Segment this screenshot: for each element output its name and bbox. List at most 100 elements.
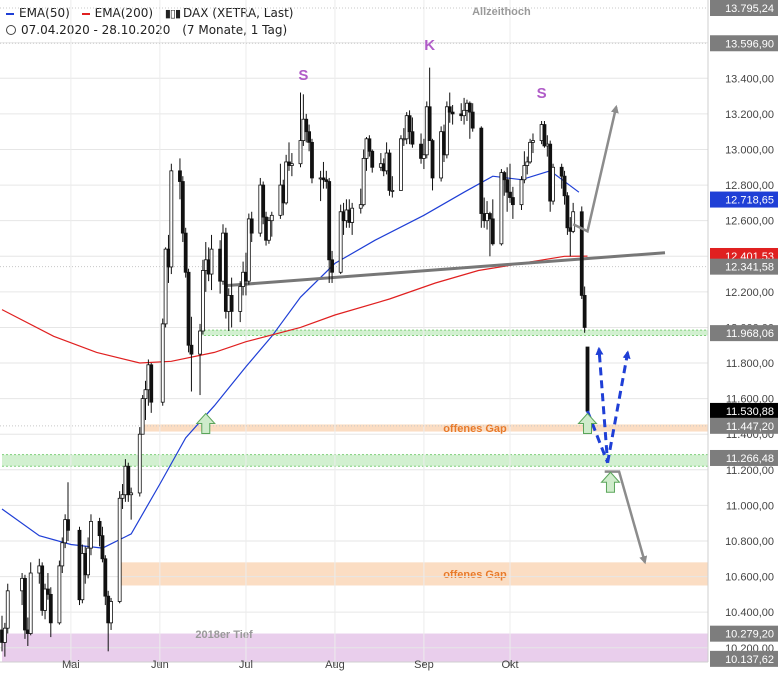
forecast-arrow-0 <box>572 104 619 234</box>
candle-body-44 <box>189 344 194 355</box>
legend-range-label: 07.04.2020 - 28.10.2020 <box>21 23 171 37</box>
candle-body-139 <box>571 211 576 232</box>
zone-gap-0 <box>142 424 709 432</box>
candle-body-29 <box>126 465 131 496</box>
forecast-arrow-3 <box>604 470 648 565</box>
candle-body-33 <box>143 389 148 400</box>
pattern-label-2: K <box>424 37 435 54</box>
x-tick-label-0: Mai <box>62 659 80 671</box>
price-marker-label-8: 11.266,48 <box>726 453 774 465</box>
forecast-arrow-2 <box>606 350 631 463</box>
x-tick-label-4: Sep <box>414 659 434 671</box>
x-tick-label-5: Okt <box>501 659 518 671</box>
candle-body-108 <box>447 106 452 113</box>
legend-instrument: ▮▯▮ DAX (XETRA, Last) <box>165 6 294 20</box>
candle-body-103 <box>427 106 432 141</box>
candle-body-84 <box>350 207 355 223</box>
candle-body-141 <box>582 295 587 328</box>
price-marker-bg-4 <box>710 258 778 275</box>
candle-body-67 <box>284 161 289 204</box>
price-marker-bg-5 <box>710 325 778 342</box>
candle-body-128 <box>528 141 533 163</box>
x-axis: Mai Jun Jul Aug Sep Okt <box>0 659 708 671</box>
candle-body-140 <box>579 211 584 296</box>
candle-body-98 <box>407 115 412 133</box>
neckline <box>225 251 666 288</box>
candle-body-69 <box>289 163 294 166</box>
candle-body-52 <box>223 232 228 312</box>
price-marker-label-2: 12.718,65 <box>725 195 774 207</box>
x-tick-label-3: Aug <box>325 659 345 671</box>
candle-body-111 <box>462 109 466 117</box>
price-marker-label-4: 12.341,58 <box>725 262 774 274</box>
candle-body-31 <box>137 433 142 494</box>
candle-body-58 <box>246 218 251 282</box>
y-tick-label-1: 10.400,00 <box>725 607 774 619</box>
candle-body-64 <box>269 214 274 222</box>
y-tick-label-16: 13.400,00 <box>725 73 774 85</box>
legend-ema50-label: EMA(50) <box>19 6 70 20</box>
candle-body-120 <box>499 172 504 245</box>
price-marker-label-5: 11.968,06 <box>726 328 774 340</box>
price-marker-label-9: 10.279,20 <box>725 629 774 641</box>
candle-body-2 <box>5 590 10 629</box>
candle-body-109 <box>450 111 455 115</box>
candle-body-46 <box>201 270 205 332</box>
candle-body-72 <box>304 118 309 133</box>
price-marker-label-10: 10.137,62 <box>725 654 774 666</box>
y-tick-label-10: 12.200,00 <box>725 287 774 299</box>
candle-body-124 <box>510 197 515 206</box>
price-marker-bg-8 <box>710 449 778 466</box>
price-marker-label-1: 13.596,90 <box>725 38 774 50</box>
candle-body-42 <box>183 232 188 273</box>
candle-body-35 <box>149 364 154 403</box>
candlestick-icon: ▮▯▮ <box>164 7 181 20</box>
candle-body-54 <box>229 295 234 312</box>
candle-body-104 <box>430 140 435 179</box>
candle-body-79 <box>330 259 334 273</box>
candle-body-74 <box>310 141 314 179</box>
y-tick-label-7: 11.600,00 <box>726 394 774 406</box>
price-marker-bg-2 <box>710 191 778 208</box>
y-axis: 10.200,0010.400,0010.600,0010.800,0011.0… <box>707 0 780 675</box>
candle-body-11 <box>48 593 53 624</box>
candle-body-25 <box>109 601 113 624</box>
candle-body-37 <box>163 248 168 325</box>
candle-body-61 <box>261 184 266 218</box>
candle-body-136 <box>562 175 567 197</box>
candle-body-78 <box>327 181 332 261</box>
candle-body-126 <box>522 165 527 181</box>
annotation-allzeithoch: Allzeithoch <box>472 6 531 18</box>
candle-body-49 <box>209 248 214 275</box>
candle-body-6 <box>28 572 33 634</box>
candle-body-4 <box>23 577 27 631</box>
candle-body-101 <box>422 154 426 159</box>
candle-body-127 <box>525 161 530 166</box>
candle-body-99 <box>410 131 415 145</box>
candle-body-73 <box>307 131 312 143</box>
price-marker-bg-0 <box>710 0 778 16</box>
clock-icon <box>6 25 16 35</box>
x-tick-label-2: Jul <box>239 659 253 671</box>
candle-body-8 <box>40 565 45 611</box>
legend-instrument-label: DAX (XETRA, Last) <box>183 6 294 20</box>
price-marker-bg-1 <box>710 35 778 52</box>
zone-label-0: offenes Gap <box>443 423 507 435</box>
candle-body-36 <box>160 323 165 403</box>
chart-legend: EMA(50) EMA(200) ▮▯▮ DAX (XETRA, Last) 07… <box>6 5 302 38</box>
price-marker-bg-7 <box>710 417 778 434</box>
legend-row-1: EMA(50) EMA(200) ▮▯▮ DAX (XETRA, Last) <box>6 5 302 22</box>
forecast-arrow-1 <box>586 346 610 464</box>
pattern-label-3: S <box>537 85 547 102</box>
candle-body-13 <box>60 542 65 567</box>
candle-body-17 <box>80 553 85 601</box>
candle-body-21 <box>97 521 102 537</box>
candle-body-10 <box>46 588 50 595</box>
candle-body-135 <box>559 166 564 177</box>
candle-body-85 <box>358 204 363 209</box>
y-tick-label-8: 11.800,00 <box>726 358 774 370</box>
price-marker-bg-6 <box>710 402 778 419</box>
zone-gap-1 <box>119 562 709 586</box>
candle-body-32 <box>140 398 145 435</box>
candle-body-88 <box>367 138 372 152</box>
